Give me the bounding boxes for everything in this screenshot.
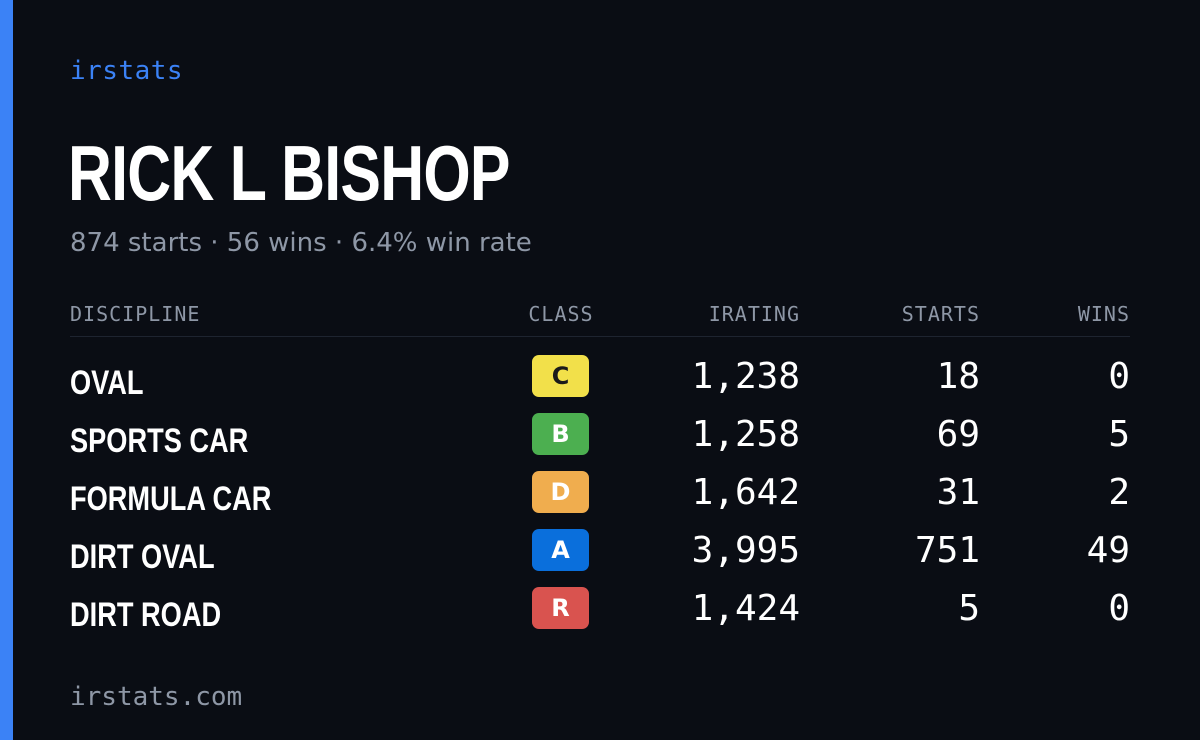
wins-value: 2	[1108, 472, 1130, 513]
wins-value: 5	[1108, 414, 1130, 455]
irating-value: 1,642	[691, 472, 800, 513]
brand-logo-text: irstats	[70, 56, 184, 86]
wins-value: 49	[1086, 530, 1130, 571]
header-class: CLASS	[528, 302, 594, 326]
table-row: OVAL C 1,238 18 0	[70, 355, 1130, 413]
discipline-name: FORMULA CAR	[70, 480, 272, 518]
wins-value: 0	[1108, 356, 1130, 397]
header-wins: WINS	[1077, 302, 1130, 326]
class-badge: C	[532, 355, 589, 397]
table-row: DIRT ROAD R 1,424 5 0	[70, 587, 1130, 645]
irating-value: 3,995	[691, 530, 800, 571]
table-row: FORMULA CAR D 1,642 31 2	[70, 471, 1130, 529]
driver-summary: 874 starts · 56 wins · 6.4% win rate	[70, 228, 532, 258]
starts-value: 31	[936, 472, 980, 513]
header-starts: STARTS	[901, 302, 980, 326]
discipline-name: OVAL	[70, 364, 144, 402]
discipline-name: DIRT OVAL	[70, 538, 215, 576]
class-badge: R	[532, 587, 589, 629]
starts-value: 751	[914, 530, 980, 571]
starts-value: 18	[936, 356, 980, 397]
header-irating: IRATING	[708, 302, 800, 326]
class-badge: A	[532, 529, 589, 571]
irating-value: 1,238	[691, 356, 800, 397]
discipline-name: SPORTS CAR	[70, 422, 249, 460]
header-discipline: DISCIPLINE	[70, 302, 201, 326]
driver-name: RICK L BISHOP	[68, 129, 510, 217]
table-row: SPORTS CAR B 1,258 69 5	[70, 413, 1130, 471]
table-header-row: DISCIPLINE CLASS IRATING STARTS WINS	[70, 298, 1130, 337]
discipline-name: DIRT ROAD	[70, 596, 222, 634]
irating-value: 1,258	[691, 414, 800, 455]
class-badge: B	[532, 413, 589, 455]
starts-value: 69	[936, 414, 980, 455]
accent-bar	[0, 0, 13, 740]
starts-value: 5	[958, 588, 980, 629]
class-badge: D	[532, 471, 589, 513]
irating-value: 1,424	[691, 588, 800, 629]
table-row: DIRT OVAL A 3,995 751 49	[70, 529, 1130, 587]
footer-url: irstats.com	[70, 682, 243, 712]
table-body: OVAL C 1,238 18 0 SPORTS CAR B 1,258 69 …	[70, 355, 1130, 645]
discipline-table: DISCIPLINE CLASS IRATING STARTS WINS OVA…	[70, 298, 1130, 645]
wins-value: 0	[1108, 588, 1130, 629]
